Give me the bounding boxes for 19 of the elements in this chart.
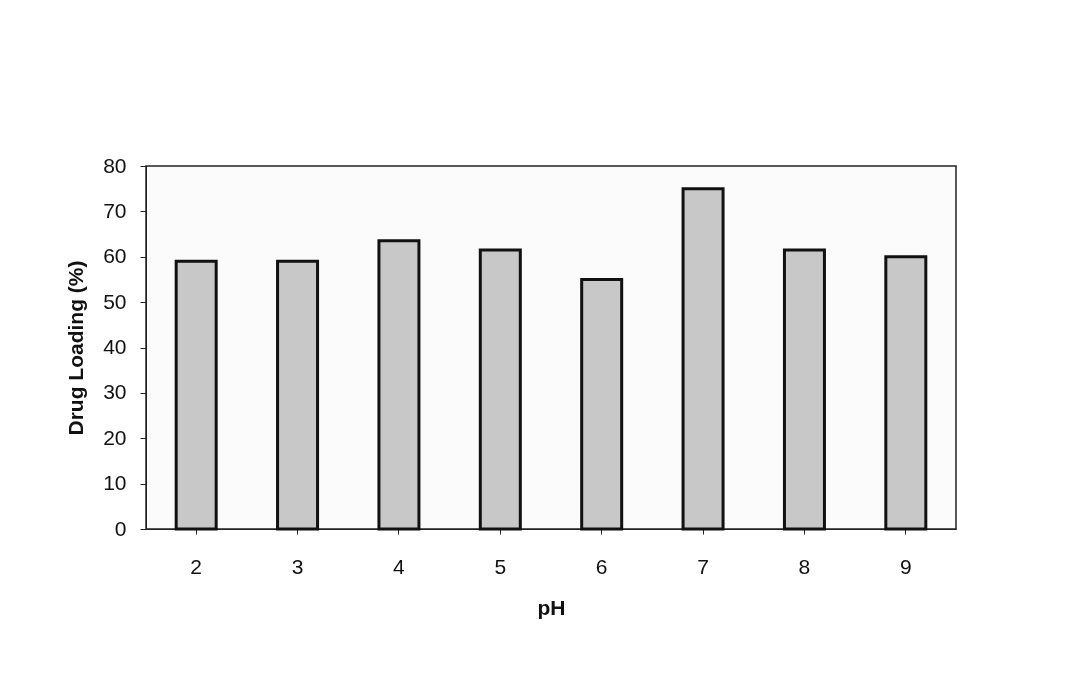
x-axis-title: pH bbox=[537, 595, 566, 619]
x-tick-label: 5 bbox=[494, 554, 507, 578]
y-axis-title: Drug Loading (%) bbox=[64, 260, 88, 436]
y-tick-label: 70 bbox=[103, 198, 127, 222]
x-tick-label: 3 bbox=[291, 554, 304, 578]
x-tick-label: 9 bbox=[899, 554, 912, 578]
y-tick-label: 30 bbox=[103, 380, 127, 404]
x-tick-label: 7 bbox=[697, 554, 709, 578]
x-tick-label: 6 bbox=[595, 554, 608, 578]
y-tick-label: 50 bbox=[103, 289, 127, 313]
x-tick-label: 8 bbox=[798, 554, 811, 578]
x-tick-label: 2 bbox=[190, 554, 203, 578]
y-tick-label: 80 bbox=[103, 153, 127, 177]
y-tick-label: 10 bbox=[103, 471, 127, 495]
y-tick-label: 40 bbox=[103, 335, 127, 358]
x-tick-label: 4 bbox=[393, 554, 406, 578]
y-tick-label: 0 bbox=[114, 516, 127, 540]
y-tick-label: 20 bbox=[103, 425, 127, 449]
y-tick-label: 60 bbox=[103, 244, 127, 268]
